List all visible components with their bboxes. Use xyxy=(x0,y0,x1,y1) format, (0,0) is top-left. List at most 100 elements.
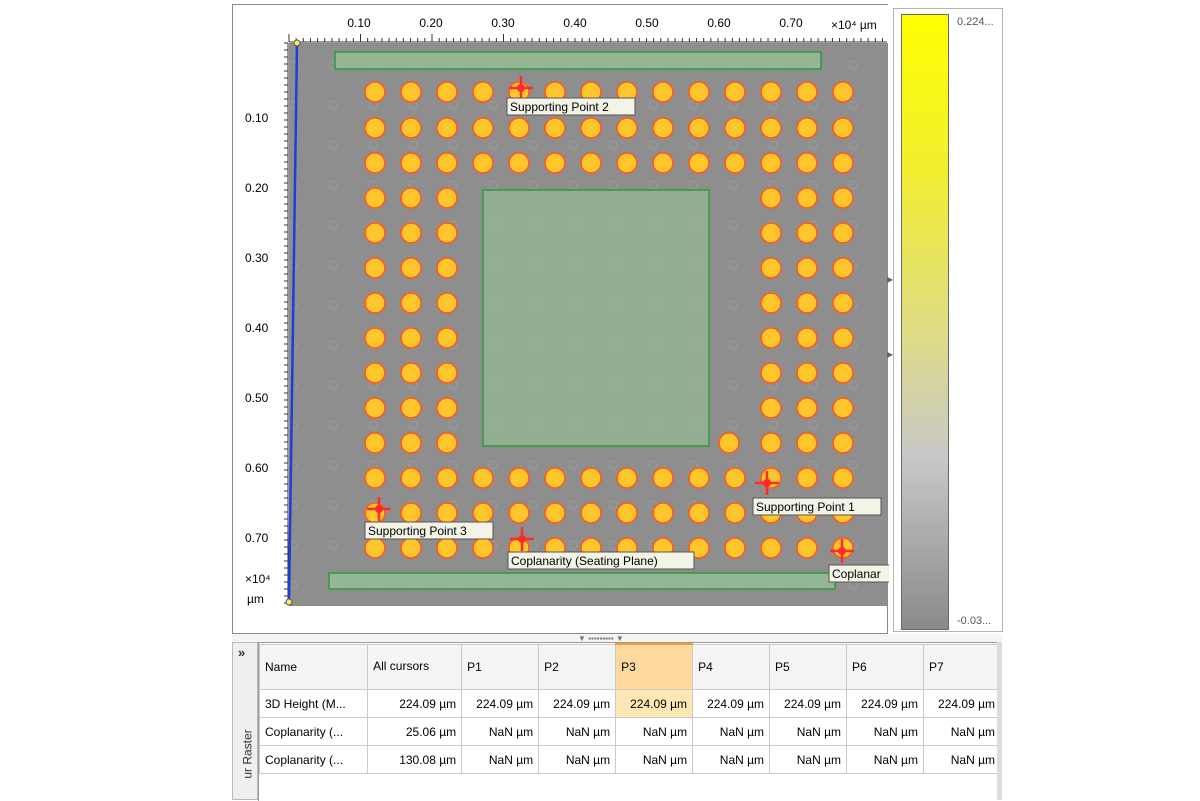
solder-ball[interactable] xyxy=(724,117,746,139)
solder-ball[interactable] xyxy=(400,502,422,524)
column-header-all-cursors[interactable]: All cursors xyxy=(367,643,463,690)
solder-ball[interactable] xyxy=(760,222,782,244)
column-header-p7[interactable]: P7 xyxy=(922,643,1001,690)
solder-ball[interactable] xyxy=(508,467,530,489)
table-cell[interactable]: 224.09 µm xyxy=(367,689,463,718)
solder-ball[interactable] xyxy=(724,537,746,559)
splitter-arrow-icon[interactable]: ▶ xyxy=(887,275,894,284)
solder-ball[interactable] xyxy=(472,537,494,559)
solder-ball[interactable] xyxy=(400,292,422,314)
solder-ball[interactable] xyxy=(760,292,782,314)
solder-ball[interactable] xyxy=(364,292,386,314)
solder-ball[interactable] xyxy=(580,117,602,139)
solder-ball[interactable] xyxy=(400,152,422,174)
splitter-grip-icon[interactable]: ▼ ▪▪▪▪▪▪▪▪▪ ▼ xyxy=(578,634,624,643)
table-row[interactable]: Coplanarity (... 25.06 µm NaN µm NaN µm … xyxy=(259,717,1001,746)
solder-ball[interactable] xyxy=(832,81,854,103)
table-cell[interactable]: NaN µm xyxy=(538,745,617,774)
column-header-p4[interactable]: P4 xyxy=(692,643,771,690)
solder-ball[interactable] xyxy=(436,397,458,419)
solder-ball[interactable] xyxy=(436,502,458,524)
table-row[interactable]: Coplanarity (... 130.08 µm NaN µm NaN µm… xyxy=(259,745,1001,774)
solder-ball[interactable] xyxy=(688,117,710,139)
table-cell[interactable]: 224.09 µm xyxy=(922,689,1001,718)
solder-ball[interactable] xyxy=(436,327,458,349)
table-cell[interactable]: 3D Height (M... xyxy=(259,689,369,718)
solder-ball[interactable] xyxy=(832,292,854,314)
solder-ball[interactable] xyxy=(718,432,740,454)
table-cell[interactable]: 224.09 µm xyxy=(846,689,924,718)
table-cell[interactable]: NaN µm xyxy=(846,717,924,746)
solder-ball[interactable] xyxy=(508,502,530,524)
solder-ball[interactable] xyxy=(472,467,494,489)
table-cell[interactable]: NaN µm xyxy=(769,717,847,746)
solder-ball[interactable] xyxy=(364,81,386,103)
solder-ball[interactable] xyxy=(832,467,854,489)
solder-ball[interactable] xyxy=(760,537,782,559)
table-cell[interactable]: 224.09 µm xyxy=(538,689,617,718)
supporting-point-cursor[interactable]: Supporting Point 2 xyxy=(506,76,636,116)
table-scrollbar[interactable] xyxy=(997,642,1002,800)
solder-ball[interactable] xyxy=(652,117,674,139)
solder-ball[interactable] xyxy=(580,502,602,524)
column-header-p6[interactable]: P6 xyxy=(846,643,924,690)
reference-line[interactable] xyxy=(287,42,299,603)
solder-ball[interactable] xyxy=(472,152,494,174)
table-cell[interactable]: 224.09 µm xyxy=(461,689,540,718)
solder-ball[interactable] xyxy=(796,432,818,454)
solder-ball[interactable] xyxy=(544,467,566,489)
table-cell[interactable]: NaN µm xyxy=(846,745,924,774)
solder-ball[interactable] xyxy=(760,362,782,384)
table-cell[interactable]: 224.09 µm xyxy=(769,689,847,718)
column-header-p2[interactable]: P2 xyxy=(538,643,617,690)
supporting-point-cursor[interactable]: Supporting Point 1 xyxy=(752,471,882,516)
solder-ball[interactable] xyxy=(364,117,386,139)
supporting-point-cursor[interactable]: Coplanarity (Seating Plane) xyxy=(507,527,695,570)
supporting-point-cursor[interactable]: Coplanar xyxy=(828,539,889,583)
solder-ball[interactable] xyxy=(688,467,710,489)
solder-ball[interactable] xyxy=(364,187,386,209)
solder-ball[interactable] xyxy=(796,467,818,489)
solder-ball[interactable] xyxy=(436,467,458,489)
solder-ball[interactable] xyxy=(436,152,458,174)
solder-ball[interactable] xyxy=(724,152,746,174)
solder-ball[interactable] xyxy=(364,257,386,279)
table-cell[interactable]: Coplanarity (... xyxy=(259,745,369,774)
solder-ball[interactable] xyxy=(616,467,638,489)
solder-ball[interactable] xyxy=(760,117,782,139)
solder-ball[interactable] xyxy=(436,81,458,103)
solder-ball[interactable] xyxy=(652,152,674,174)
solder-ball[interactable] xyxy=(364,397,386,419)
solder-ball[interactable] xyxy=(400,222,422,244)
reference-handle-top[interactable] xyxy=(293,39,301,47)
solder-ball[interactable] xyxy=(796,397,818,419)
solder-ball[interactable] xyxy=(832,257,854,279)
solder-ball[interactable] xyxy=(796,152,818,174)
solder-ball[interactable] xyxy=(688,81,710,103)
solder-ball[interactable] xyxy=(544,117,566,139)
solder-ball[interactable] xyxy=(652,502,674,524)
solder-ball[interactable] xyxy=(760,432,782,454)
solder-ball[interactable] xyxy=(400,187,422,209)
solder-ball[interactable] xyxy=(832,117,854,139)
roi-top-band[interactable] xyxy=(334,51,822,70)
solder-ball[interactable] xyxy=(760,257,782,279)
solder-ball[interactable] xyxy=(760,327,782,349)
column-header-p1[interactable]: P1 xyxy=(461,643,540,690)
solder-ball[interactable] xyxy=(652,81,674,103)
solder-ball[interactable] xyxy=(364,432,386,454)
supporting-point-cursor[interactable]: Supporting Point 3 xyxy=(364,497,494,540)
table-cell[interactable]: NaN µm xyxy=(692,745,771,774)
solder-ball[interactable] xyxy=(832,362,854,384)
solder-ball[interactable] xyxy=(796,257,818,279)
solder-ball[interactable] xyxy=(796,362,818,384)
solder-ball[interactable] xyxy=(400,327,422,349)
solder-ball[interactable] xyxy=(436,537,458,559)
solder-ball[interactable] xyxy=(724,467,746,489)
solder-ball[interactable] xyxy=(688,502,710,524)
solder-ball[interactable] xyxy=(364,467,386,489)
image-viewer[interactable]: 0.10 0.20 0.30 0.40 0.50 0.60 0.70 0.10 0.20 0.3… xyxy=(232,4,889,634)
solder-ball[interactable] xyxy=(832,397,854,419)
table-cell[interactable]: NaN µm xyxy=(461,717,540,746)
solder-ball[interactable] xyxy=(400,257,422,279)
